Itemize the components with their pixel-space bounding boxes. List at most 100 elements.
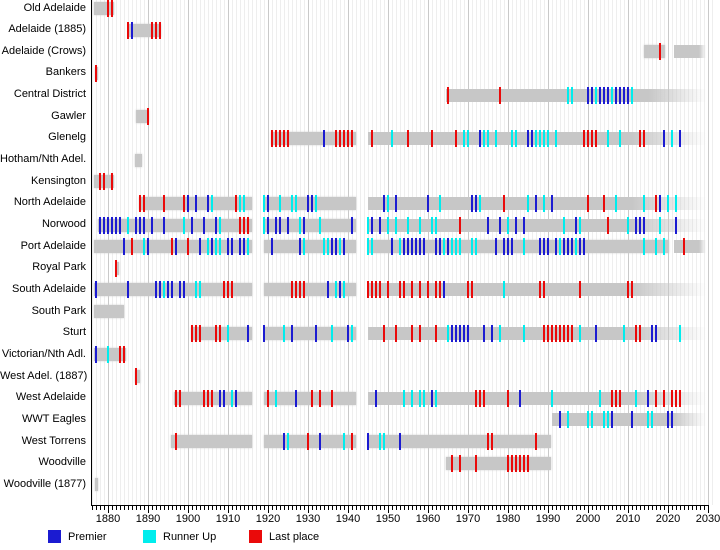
runner-up-mark	[463, 129, 465, 147]
era-bar	[264, 391, 356, 405]
premier-mark	[543, 238, 545, 256]
year-tick	[456, 506, 457, 510]
club-label: Sturt	[62, 326, 86, 339]
last-place-swatch-icon	[249, 530, 262, 543]
year-tick	[516, 506, 517, 510]
last-place-mark	[295, 281, 297, 299]
last-place-mark	[303, 281, 305, 299]
last-place-mark	[399, 281, 401, 299]
runner-up-mark	[431, 216, 433, 234]
last-place-mark	[371, 129, 373, 147]
premier-mark	[439, 238, 441, 256]
premier-mark	[483, 324, 485, 342]
era-bar	[93, 305, 124, 319]
runner-up-mark	[379, 433, 381, 450]
premier-mark	[167, 281, 169, 299]
club-label: Kensington	[30, 174, 86, 187]
era-bar	[368, 196, 706, 210]
year-tick	[568, 506, 569, 510]
year-tick	[512, 506, 513, 510]
year-tick	[404, 506, 405, 510]
era-bar	[368, 391, 706, 405]
last-place-mark	[447, 86, 449, 104]
premier-mark	[531, 129, 533, 147]
x-axis-tick-label: 2010	[615, 513, 641, 525]
premier-mark	[379, 216, 381, 234]
club-label: Woodville (1877)	[3, 477, 86, 490]
last-place-mark	[499, 86, 501, 104]
year-tick	[416, 506, 417, 510]
year-tick	[140, 506, 141, 510]
premier-mark	[419, 238, 421, 256]
last-place-mark	[223, 281, 225, 299]
last-place-mark	[639, 324, 641, 342]
last-place-mark	[579, 281, 581, 299]
premier-mark	[511, 238, 513, 256]
club-label: Woodville	[38, 456, 87, 469]
premier-mark	[455, 324, 457, 342]
club-label: Royal Park	[32, 261, 86, 274]
runner-up-mark	[419, 389, 421, 407]
year-tick	[208, 506, 209, 510]
year-tick	[688, 506, 689, 510]
premier-mark	[299, 238, 301, 256]
premier-mark	[291, 324, 293, 342]
last-place-mark	[503, 194, 505, 212]
last-place-mark	[247, 216, 249, 234]
runner-up-mark	[371, 238, 373, 256]
premier-mark	[667, 411, 669, 429]
last-place-mark	[483, 389, 485, 407]
last-place-mark	[103, 173, 105, 191]
premier-mark	[443, 281, 445, 299]
last-place-mark	[395, 324, 397, 342]
runner-up-mark	[619, 129, 621, 147]
runner-up-mark	[239, 194, 241, 212]
premier-mark	[491, 324, 493, 342]
runner-up-mark	[643, 194, 645, 212]
runner-up-mark	[451, 238, 453, 256]
last-place-mark	[351, 129, 353, 147]
x-axis-tick-label: 2030	[695, 513, 720, 525]
era-bar	[95, 478, 99, 492]
last-place-mark	[511, 454, 513, 472]
premier-mark	[599, 86, 601, 104]
last-place-mark	[571, 324, 573, 342]
year-tick	[324, 506, 325, 510]
year-tick	[540, 506, 541, 510]
club-label: Victorian/Nth Adl.	[1, 347, 86, 360]
last-place-mark	[467, 281, 469, 299]
premier-mark	[175, 238, 177, 256]
year-tick	[92, 506, 93, 510]
year-tick	[704, 506, 705, 510]
premier-mark	[235, 389, 237, 407]
year-gridline	[256, 0, 257, 505]
year-tick	[328, 506, 329, 510]
runner-up-mark	[215, 238, 217, 256]
runner-up-mark	[391, 129, 393, 147]
year-tick	[124, 506, 125, 510]
premier-mark	[127, 281, 129, 299]
year-tick	[292, 506, 293, 510]
club-label: West Adel. (1887)	[0, 369, 88, 382]
year-tick	[300, 506, 301, 510]
runner-up-mark	[559, 238, 561, 256]
decade-tick	[708, 506, 709, 513]
year-tick	[376, 506, 377, 510]
year-tick	[104, 506, 105, 510]
last-place-mark	[383, 324, 385, 342]
year-tick	[480, 506, 481, 510]
year-tick	[284, 506, 285, 510]
runner-up-mark	[539, 129, 541, 147]
last-place-mark	[487, 433, 489, 450]
era-bar	[264, 326, 356, 340]
last-place-mark	[655, 389, 657, 407]
runner-up-mark	[631, 86, 633, 104]
last-place-mark	[191, 324, 193, 342]
runner-up-mark	[383, 433, 385, 450]
premier-mark	[247, 324, 249, 342]
runner-up-mark	[263, 216, 265, 234]
premier-mark	[303, 216, 305, 234]
year-tick	[224, 506, 225, 510]
year-tick	[496, 506, 497, 510]
